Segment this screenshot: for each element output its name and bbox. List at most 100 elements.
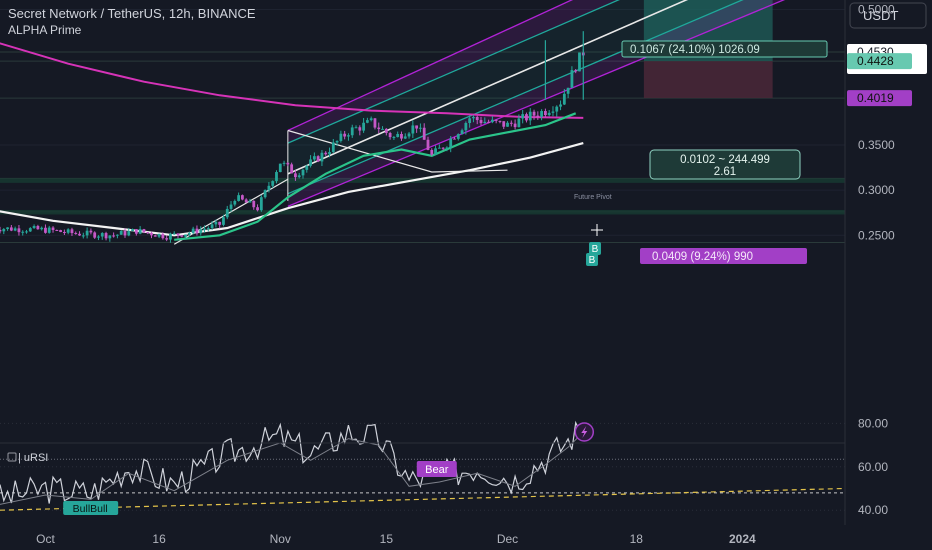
stop-box	[640, 248, 807, 264]
support-band	[0, 209, 845, 215]
time-axis[interactable]: Oct 16 Nov 15 Dec 18 2024	[36, 532, 756, 546]
candle-body	[176, 233, 180, 236]
currency-button-label[interactable]: USDT	[863, 8, 898, 23]
bear-label: Bear	[425, 464, 449, 476]
candle-body	[104, 233, 108, 239]
candle-body	[509, 122, 513, 124]
loss-zone	[643, 61, 773, 99]
currency-button-bg[interactable]	[849, 2, 927, 29]
candle-body	[32, 225, 36, 229]
channel-line-lower_inner	[287, 0, 744, 195]
candle-body	[138, 229, 142, 234]
candle-body	[241, 195, 244, 200]
candle-body	[320, 152, 324, 162]
candle-body	[544, 111, 547, 116]
candle-body	[574, 70, 578, 72]
candle-body	[78, 233, 81, 236]
rsi-line	[0, 420, 584, 504]
candle-body	[430, 149, 434, 155]
candle-body	[21, 231, 25, 233]
candle-body	[324, 152, 328, 155]
currency-button[interactable]: USDT	[849, 2, 927, 29]
candle-body	[562, 93, 566, 105]
candle-body	[392, 137, 396, 139]
candle-body	[494, 119, 498, 121]
candle-body	[55, 230, 59, 232]
candle-body	[127, 231, 131, 236]
candle-body	[309, 159, 312, 166]
candle-body	[237, 195, 241, 201]
candle-body	[248, 200, 252, 203]
candle-body	[85, 230, 89, 236]
ma-white-line	[0, 142, 584, 237]
buy-marker-2-bg	[586, 253, 598, 266]
time-tick: 18	[630, 532, 644, 546]
candle-body	[195, 228, 199, 234]
target-box	[621, 40, 828, 58]
candle-body	[475, 116, 479, 121]
candle-body	[153, 235, 157, 237]
candle-body	[460, 130, 464, 135]
candle-body	[256, 207, 259, 211]
time-tick: 2024	[729, 532, 756, 546]
candle-body	[358, 127, 362, 131]
candle-body	[388, 132, 392, 138]
stop-box-label: 0.0409 (9.24%) 990	[652, 251, 753, 263]
future-pivot-label: Future Pivot	[574, 194, 612, 201]
price-label: 0.4428	[857, 54, 894, 68]
price-axis[interactable]: 0.50000.35000.30000.25000.54950.453011:3…	[847, 0, 927, 517]
candle-body	[263, 190, 267, 198]
price-tick: 0.3500	[858, 138, 895, 152]
candle-body	[335, 140, 339, 143]
ema-green-line	[174, 112, 577, 241]
candle-body	[150, 232, 153, 236]
candle-body	[472, 116, 475, 119]
candle-body	[271, 181, 275, 186]
candle-body	[305, 165, 309, 170]
candle-body	[81, 235, 85, 237]
rsi-tick: 80.00	[858, 416, 888, 430]
candle-body	[2, 229, 6, 232]
candle-body	[502, 121, 506, 127]
time-tick: Dec	[497, 532, 518, 546]
price-label-bg	[847, 90, 912, 107]
indicator-name: ALPHA Prime	[8, 23, 82, 37]
moving-averages	[0, 42, 584, 241]
price-tick: 0.2500	[858, 228, 895, 242]
candle-body	[449, 138, 453, 148]
candle-body	[70, 229, 74, 234]
candle-body	[36, 225, 40, 230]
candle-body	[532, 111, 536, 116]
buy-marker-1-bg	[589, 242, 601, 255]
candle-body	[93, 232, 97, 238]
candle-body	[252, 200, 256, 208]
candle-body	[0, 229, 2, 232]
candle-body	[282, 162, 286, 164]
candle-body	[426, 139, 430, 150]
candle-body	[540, 111, 544, 117]
candle-body	[161, 233, 165, 239]
candle-body	[169, 233, 172, 240]
candle-body	[566, 87, 570, 94]
candle-body	[578, 52, 581, 72]
time-tick: Nov	[270, 532, 291, 546]
candle-body	[184, 234, 187, 237]
candle-body	[225, 208, 229, 218]
candle-body	[44, 227, 47, 233]
candle-body	[267, 185, 271, 191]
candle-body	[28, 228, 32, 232]
entry-box-line1: 0.0102 ~ 244.499	[680, 154, 770, 166]
candle-body	[525, 114, 528, 121]
candle-body	[47, 227, 51, 233]
candle-body	[59, 230, 62, 232]
buy-marker-2: B	[589, 255, 596, 266]
candle-body	[233, 200, 237, 205]
candle-body	[384, 128, 388, 133]
candle-body	[373, 118, 377, 128]
candle-body	[498, 120, 502, 122]
bear-label-bg	[416, 461, 457, 477]
candle-body	[165, 238, 169, 240]
candle-body	[559, 104, 562, 107]
